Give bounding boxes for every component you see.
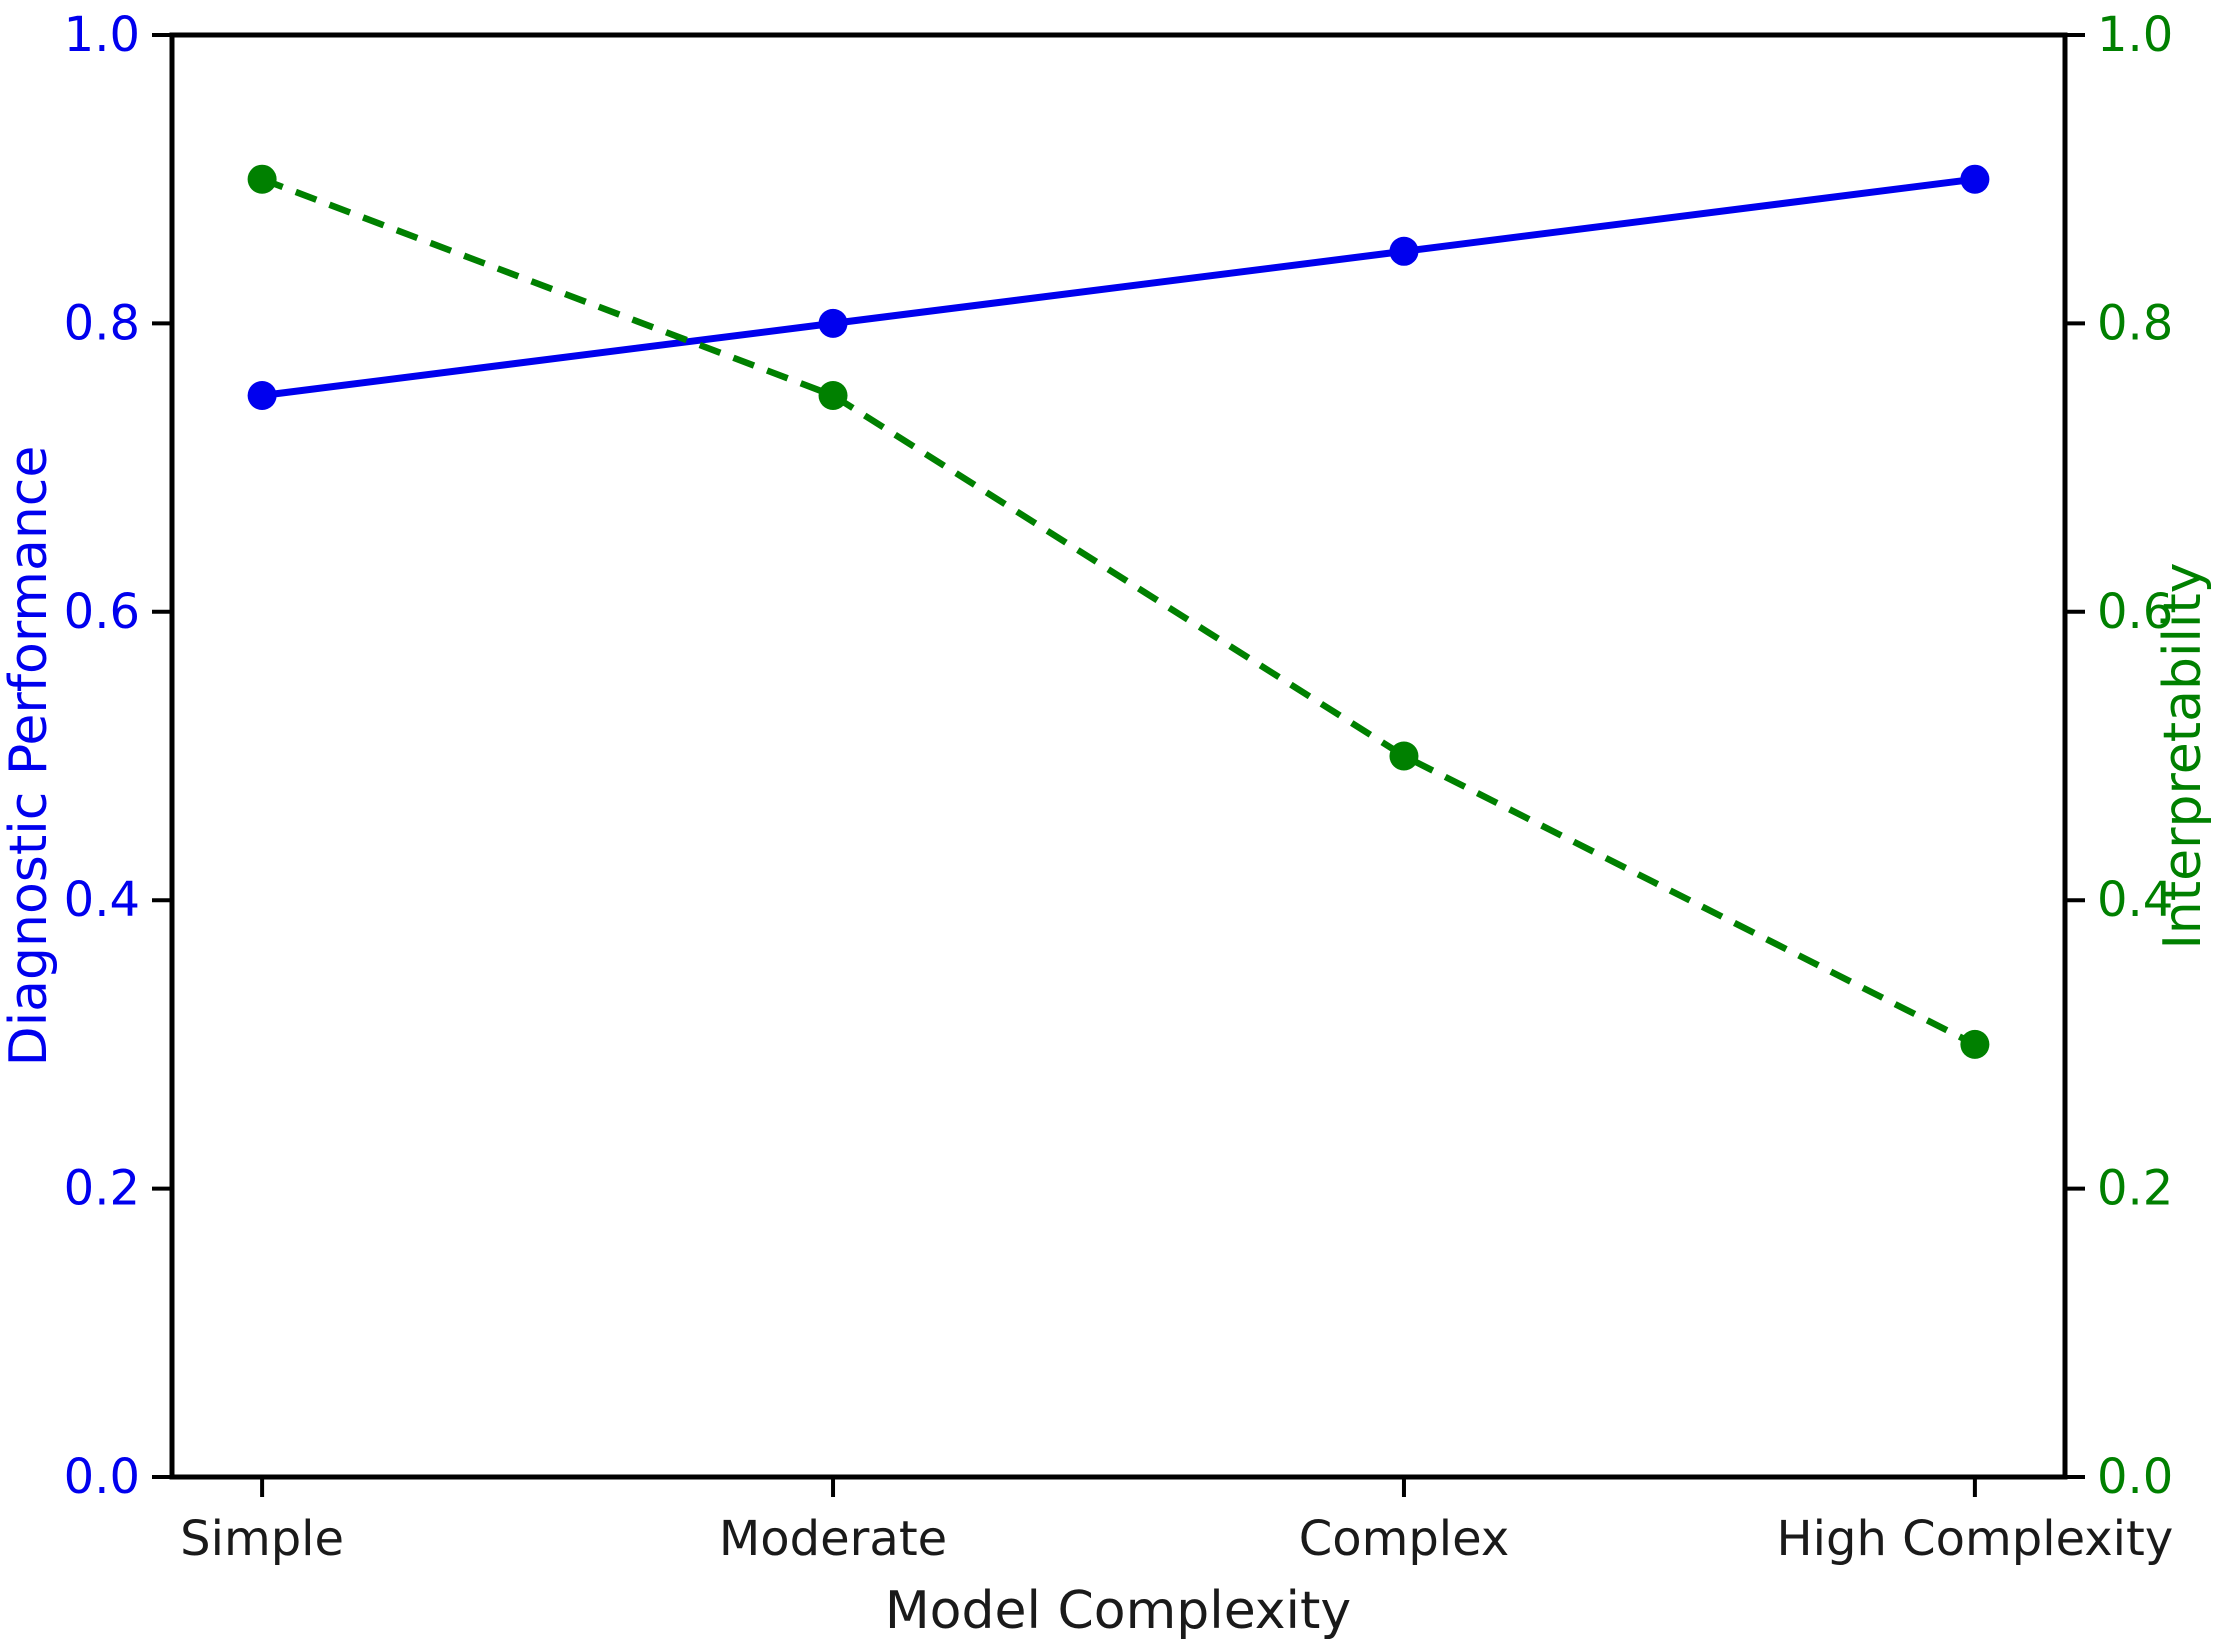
plot-layer: 0.0 0.0 0.2 0.2 0.4 0.4 0.6 0.6 0.8 0.8 1.0 1.0 Simp…	[64, 7, 2174, 1567]
data-point-marker-diagnostic-performance	[1389, 236, 1419, 266]
y-tick-label-left: 0.4	[64, 872, 140, 928]
series-line-interpretability	[260, 176, 1977, 1048]
axes-spines	[169, 32, 2068, 1480]
y-tick-label-right: 0.6	[2097, 584, 2173, 640]
data-point-marker-interpretability	[818, 381, 848, 410]
y-tick-label-right: 0.8	[2097, 295, 2173, 351]
x-tick-label: High Complexity	[1777, 1511, 2174, 1567]
y-tick-label-left: 0.8	[64, 295, 140, 351]
series-line-diagnostic-performance	[258, 175, 1979, 399]
plot-background	[172, 35, 2065, 1477]
y-axis-label-left: Diagnostic Performance	[0, 446, 59, 1067]
data-point-marker-diagnostic-performance	[818, 308, 848, 338]
data-point-marker-interpretability	[1389, 741, 1419, 771]
data-point-marker-diagnostic-performance	[1960, 164, 1990, 194]
data-point-marker-interpretability	[1960, 1029, 1990, 1059]
x-tick-label: Simple	[180, 1511, 344, 1567]
y-tick-label-left: 0.6	[64, 584, 140, 640]
y-tick-label-left: 0.2	[64, 1161, 140, 1217]
y-tick-label-right: 1.0	[2097, 7, 2173, 63]
y-tick-label-right: 0.0	[2097, 1449, 2173, 1505]
y-tick-label-left: 0.0	[64, 1449, 140, 1505]
y-tick-label-right: 0.2	[2097, 1161, 2173, 1217]
y-tick-label-right: 0.4	[2097, 872, 2173, 928]
y-tick-label-left: 1.0	[64, 7, 140, 63]
y-axis-label-right: Interpretability	[2153, 562, 2213, 949]
x-tick-label: Complex	[1299, 1511, 1510, 1567]
data-point-marker-diagnostic-performance	[247, 381, 277, 410]
x-axis-label: Model Complexity	[885, 1581, 1351, 1641]
x-tick-label: Moderate	[719, 1511, 947, 1567]
data-point-marker-interpretability	[247, 164, 277, 194]
